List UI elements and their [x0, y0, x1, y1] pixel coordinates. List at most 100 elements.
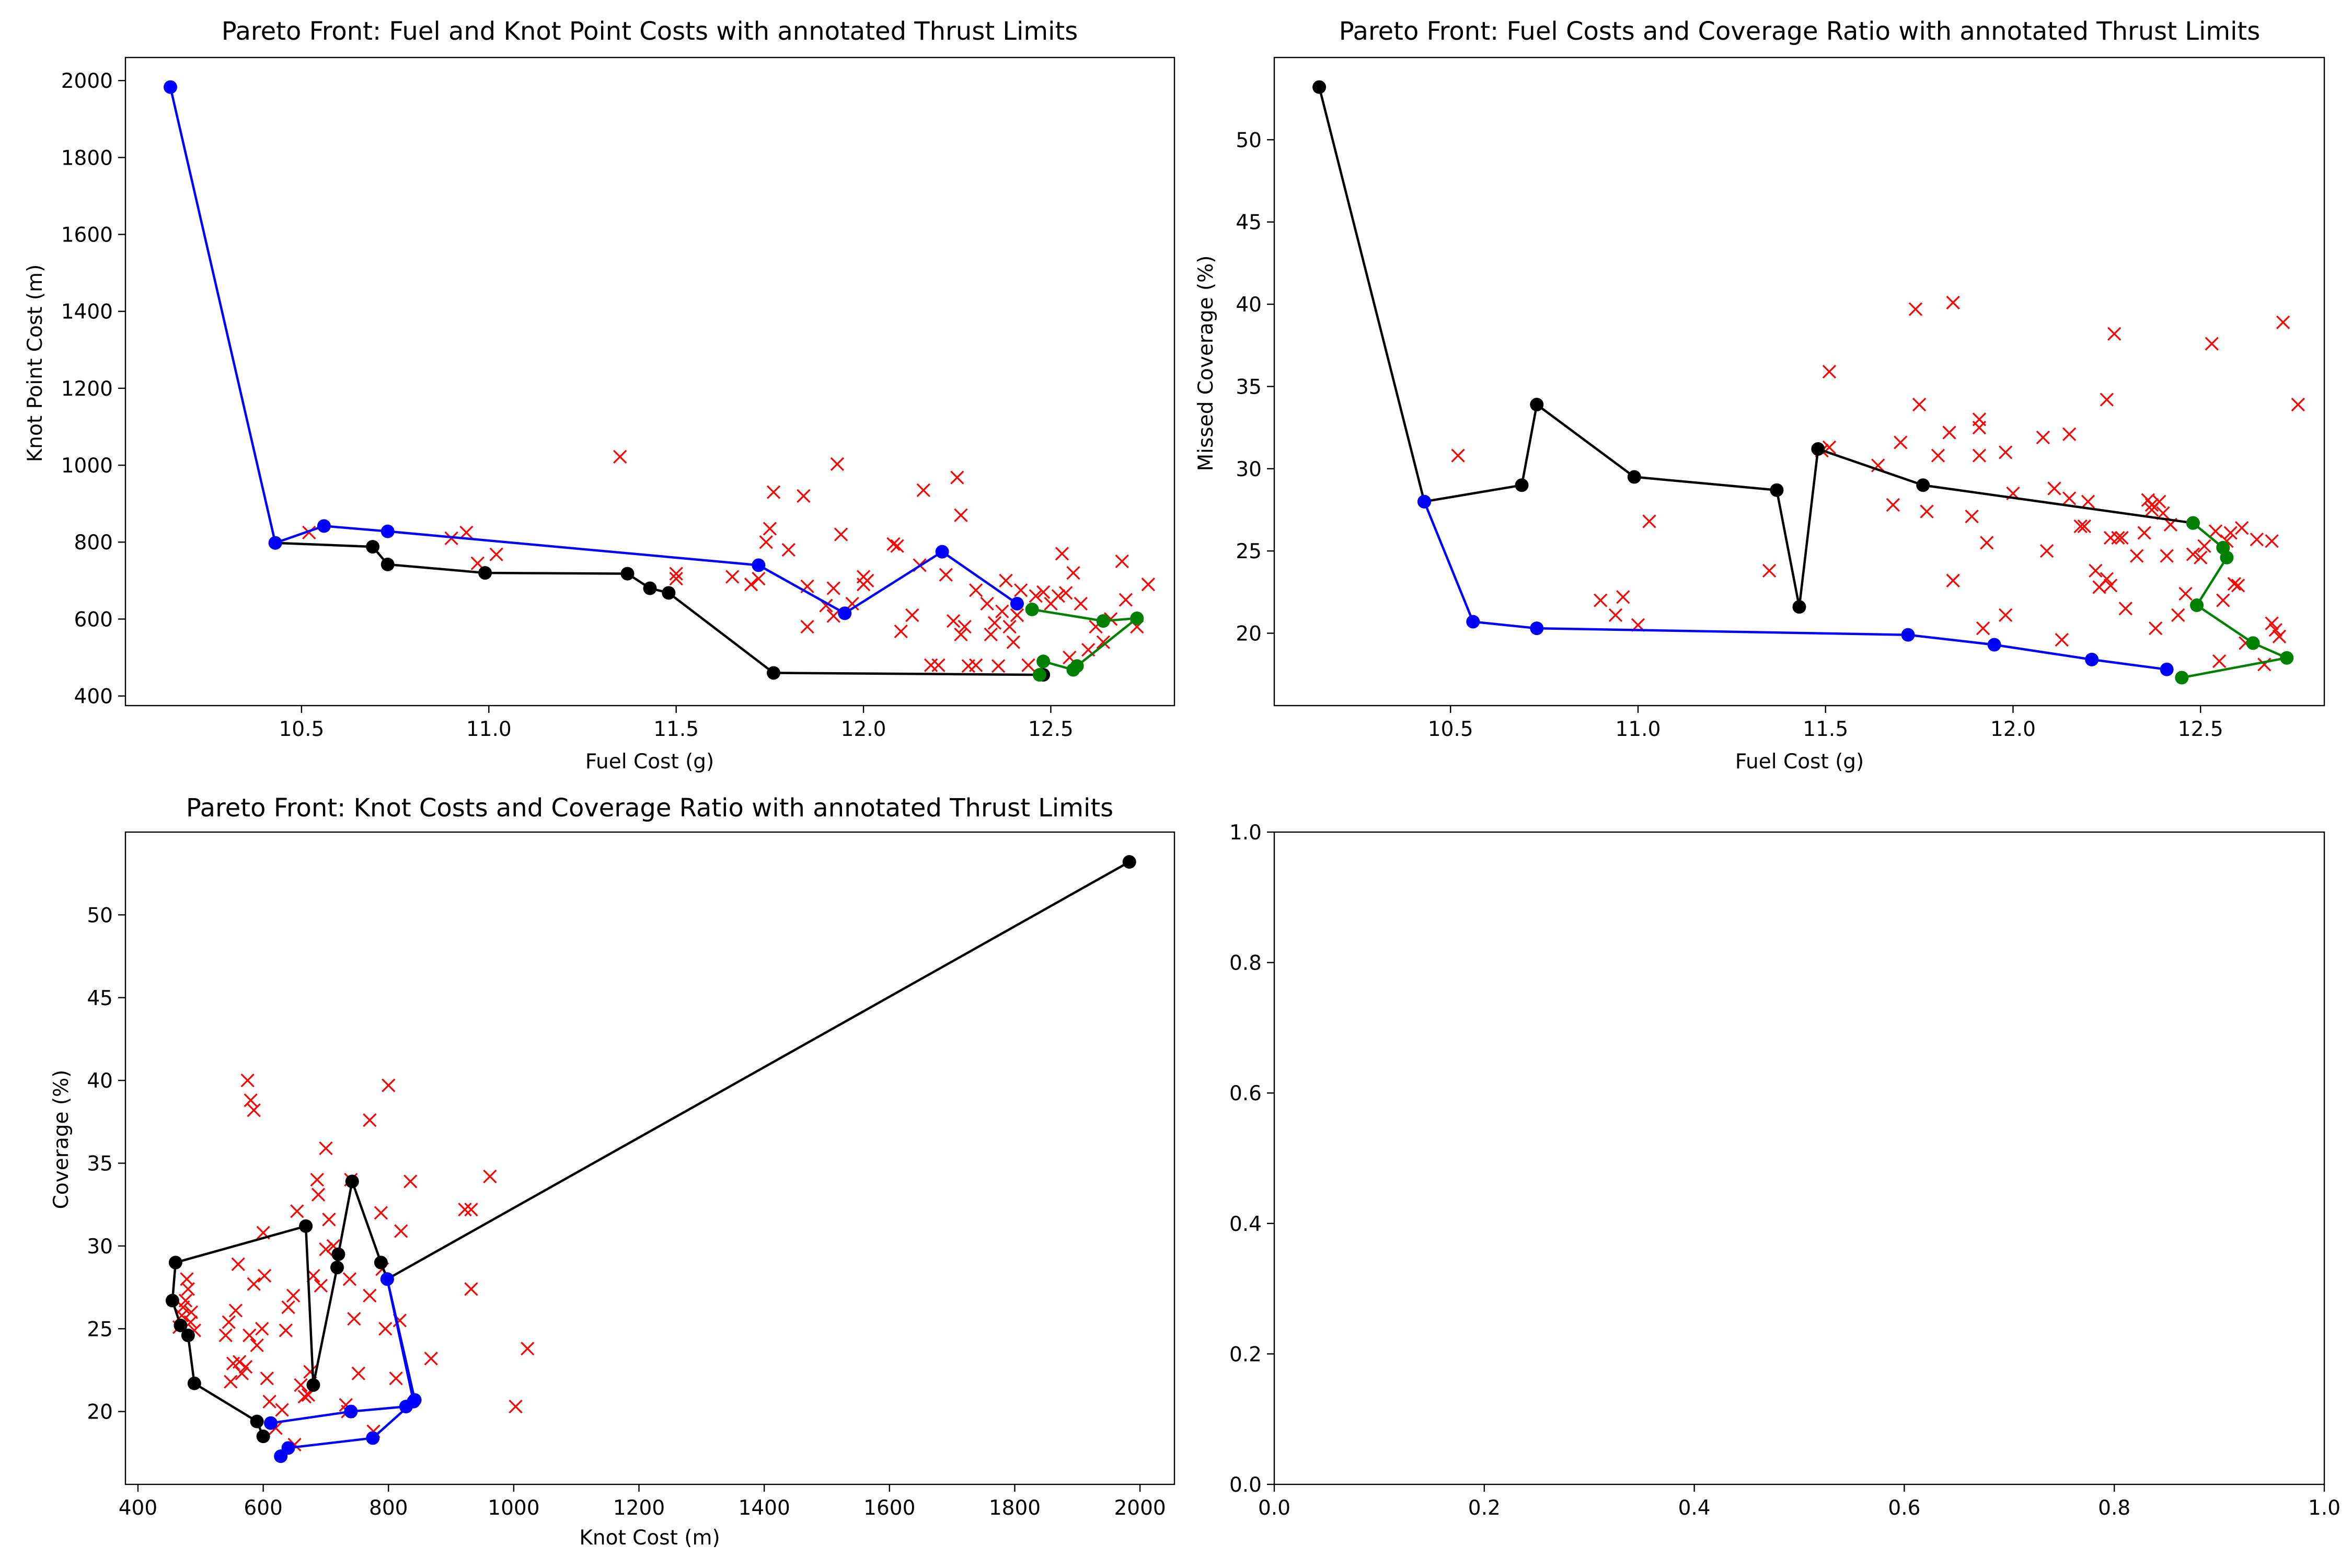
- scatter-point: [669, 572, 683, 586]
- scatter-point: [286, 1288, 301, 1303]
- scatter-point: [2276, 315, 2290, 329]
- x-tick-label: 12.5: [2178, 718, 2223, 741]
- axes-frame: [124, 831, 1175, 1485]
- y-tick-label: 50: [87, 904, 113, 927]
- scatter-point: [1074, 596, 1088, 611]
- scatter-point: [240, 1073, 255, 1088]
- scatter-point: [969, 583, 983, 597]
- scatter-point: [2100, 572, 2114, 586]
- subplot-empty: 0.0 0.2 0.4 0.6 0.8 1.0 0.0 0.2 0.4 0.6 0.8 1.0: [1229, 821, 2341, 1520]
- scatter-point: [1642, 514, 1656, 528]
- scatter-point: [2077, 519, 2091, 534]
- scatter-point: [2291, 397, 2305, 412]
- scatter-point: [281, 1300, 295, 1315]
- scatter-point: [509, 1399, 523, 1414]
- scatter-point: [231, 1257, 245, 1271]
- scatter-point: [954, 627, 968, 641]
- subplot-fuel-knot: Pareto Front: Fuel and Knot Point Costs …: [24, 17, 1175, 774]
- series-point-green: [1036, 654, 1051, 668]
- scatter-point: [939, 568, 953, 582]
- y-tick-label: 400: [74, 685, 113, 709]
- subplot-2-content: 10.5 11.0 11.5 12.0 12.5 20 25 30 35 40 45 50: [1236, 56, 2325, 741]
- series-point-blue: [407, 1394, 421, 1409]
- scatter-point: [1980, 536, 1994, 550]
- scatter-point: [766, 485, 781, 499]
- x-tick-label: 1600: [863, 1496, 915, 1520]
- x-tick-label: 11.5: [1803, 718, 1848, 741]
- scatter-point: [2178, 586, 2193, 601]
- y-tick-label: 1800: [61, 146, 113, 170]
- y-tick-label: 1400: [61, 301, 113, 324]
- scatter-point: [459, 525, 474, 539]
- series-point-green: [1025, 603, 1039, 617]
- series-point-black: [306, 1378, 320, 1392]
- y-tick-label: 25: [1236, 540, 1262, 563]
- series-point-black: [181, 1328, 195, 1342]
- y-tick-label: 20: [1236, 622, 1262, 646]
- series-point-blue: [381, 524, 395, 538]
- scatter-point: [244, 1093, 258, 1108]
- scatter-point: [1762, 563, 1777, 578]
- scatter-point: [2107, 327, 2122, 341]
- scatter-point: [2145, 498, 2159, 512]
- scatter-point: [310, 1173, 324, 1187]
- scatter-point: [2137, 526, 2151, 540]
- y-tick-label: 0.2: [1229, 1343, 1262, 1366]
- scatter-point: [2047, 481, 2061, 495]
- scatter-point: [2223, 526, 2238, 540]
- scatter-point: [2039, 544, 2054, 558]
- scatter-point: [744, 578, 758, 592]
- scatter-point: [1942, 425, 1956, 440]
- y-tick-label: 45: [1236, 211, 1262, 235]
- series-point-black: [381, 557, 395, 571]
- x-tick-label: 11.5: [653, 718, 699, 741]
- y-tick-label: 35: [1236, 375, 1262, 399]
- x-tick-label: 0.4: [1678, 1496, 1711, 1520]
- scatter-point: [314, 1278, 328, 1293]
- x-tick-label: 1200: [613, 1496, 665, 1520]
- scatter-point: [1451, 448, 1465, 463]
- scatter-point: [1002, 620, 1017, 634]
- series-point-blue: [1901, 628, 1915, 642]
- series-point-green: [2280, 651, 2294, 665]
- y-tick-label: 0.6: [1229, 1082, 1262, 1105]
- series-point-black: [330, 1261, 344, 1275]
- scatter-point: [464, 1282, 478, 1296]
- scatter-point: [2216, 593, 2230, 607]
- scatter-point: [262, 1394, 276, 1409]
- scatter-point: [1010, 608, 1024, 622]
- scatter-point: [886, 537, 901, 551]
- scatter-point: [984, 627, 998, 641]
- y-tick-label: 2000: [61, 70, 113, 93]
- series-point-black: [331, 1247, 345, 1261]
- scatter-point: [995, 604, 1009, 618]
- scatter-point: [2197, 539, 2211, 553]
- series-point-green: [1130, 611, 1144, 625]
- series-point-blue: [2085, 652, 2099, 666]
- x-tick-label: 1.0: [2308, 1496, 2341, 1520]
- scatter-point: [226, 1356, 240, 1370]
- series-point-blue: [268, 536, 282, 550]
- scatter-point: [1013, 583, 1028, 597]
- series-point-green: [1096, 614, 1110, 628]
- scatter-point: [290, 1204, 304, 1218]
- scatter-point: [2231, 579, 2245, 593]
- scatter-point: [2268, 623, 2282, 637]
- scatter-point: [243, 1328, 257, 1343]
- x-tick-label: 400: [119, 1496, 157, 1520]
- scatter-point: [2089, 563, 2103, 578]
- scatter-point: [257, 1269, 272, 1283]
- scatter-point: [1894, 435, 1908, 449]
- series-point-green: [2175, 671, 2189, 685]
- scatter-point: [826, 609, 840, 623]
- scatter-point: [2186, 547, 2200, 561]
- scatter-point: [347, 1312, 361, 1326]
- scatter-point: [752, 572, 766, 586]
- scatter-point: [228, 1304, 243, 1318]
- scatter-point: [403, 1174, 418, 1189]
- scatter-point: [464, 1203, 478, 1217]
- scatter-point: [247, 1103, 261, 1117]
- y-tick-label: 35: [87, 1152, 113, 1176]
- subplot-3-ylabel: Coverage (%): [50, 1070, 73, 1209]
